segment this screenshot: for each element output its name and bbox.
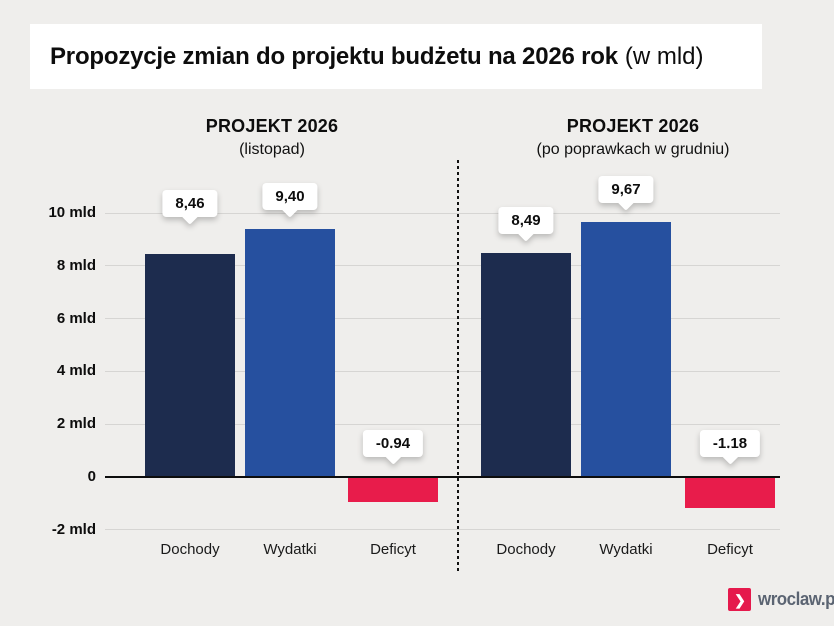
zero-axis-line: [105, 476, 780, 478]
category-label-wydatki: Wydatki: [263, 541, 317, 558]
category-label-deficyt: Deficyt: [370, 541, 416, 558]
value-callout-wydatki: 9,40: [262, 182, 318, 218]
value-callout-wydatki: 9,67: [598, 175, 654, 211]
bar-deficyt: [348, 477, 438, 502]
value-callout-dochody: 8,49: [498, 206, 554, 242]
gridline: [105, 370, 780, 372]
bar-wydatki: [245, 228, 335, 477]
gridline: [105, 318, 780, 320]
y-axis-tick-label: -2 mld: [51, 520, 96, 538]
logo-square: ❯: [728, 588, 751, 611]
value-callout-dochody: 8,46: [162, 189, 218, 225]
value-callout-deficyt: -1,18: [699, 430, 761, 465]
chevron-right-icon: ❯: [734, 591, 746, 608]
bar-dochody: [481, 252, 571, 477]
y-axis-tick-label: 10 mld: [48, 204, 96, 221]
y-axis-tick-label: 6 mld: [56, 309, 96, 327]
y-axis-tick-label: 8 mld: [56, 256, 96, 274]
category-label-dochody: Dochody: [160, 541, 220, 558]
panel-title: PROJEKT 2026: [205, 116, 339, 136]
bar-wydatki: [581, 221, 671, 477]
page-title-unit: (w mld): [624, 42, 704, 70]
bar-deficyt: [685, 477, 775, 509]
gridline: [105, 423, 780, 425]
category-label-wydatki: Wydatki: [599, 541, 653, 558]
bar-dochody: [145, 253, 235, 477]
panel-heading-right: PROJEKT 2026 (po poprawkach w grudniu): [537, 116, 730, 159]
panel-heading-left: PROJEKT 2026 (listopad): [206, 116, 338, 159]
panel-title: PROJEKT 2026: [566, 116, 700, 136]
panel-subtitle: (po poprawkach w grudniu): [536, 141, 730, 158]
value-label: -1,18: [699, 430, 761, 457]
logo-text: wroclaw.pl: [758, 589, 834, 609]
gridline: [105, 265, 780, 267]
y-axis-tick-label: 4 mld: [56, 362, 96, 380]
value-callout-deficyt: -0,94: [362, 430, 424, 465]
gridline: [105, 212, 780, 214]
category-label-dochody: Dochody: [496, 541, 556, 558]
y-axis-tick-label: 2 mld: [56, 415, 96, 433]
page-title: Propozycje zmian do projektu budżetu na …: [50, 42, 618, 70]
title-card: Propozycje zmian do projektu budżetu na …: [30, 24, 762, 89]
y-axis-tick-label: 0: [87, 468, 96, 485]
category-label-deficyt: Deficyt: [707, 541, 753, 558]
panel-subtitle: (listopad): [239, 141, 305, 158]
gridline: [105, 529, 780, 531]
panel-divider-dotted-line: [457, 160, 459, 573]
value-label: 8,46: [162, 189, 218, 217]
wroclaw-logo: ❯ wroclaw.pl: [728, 588, 834, 611]
